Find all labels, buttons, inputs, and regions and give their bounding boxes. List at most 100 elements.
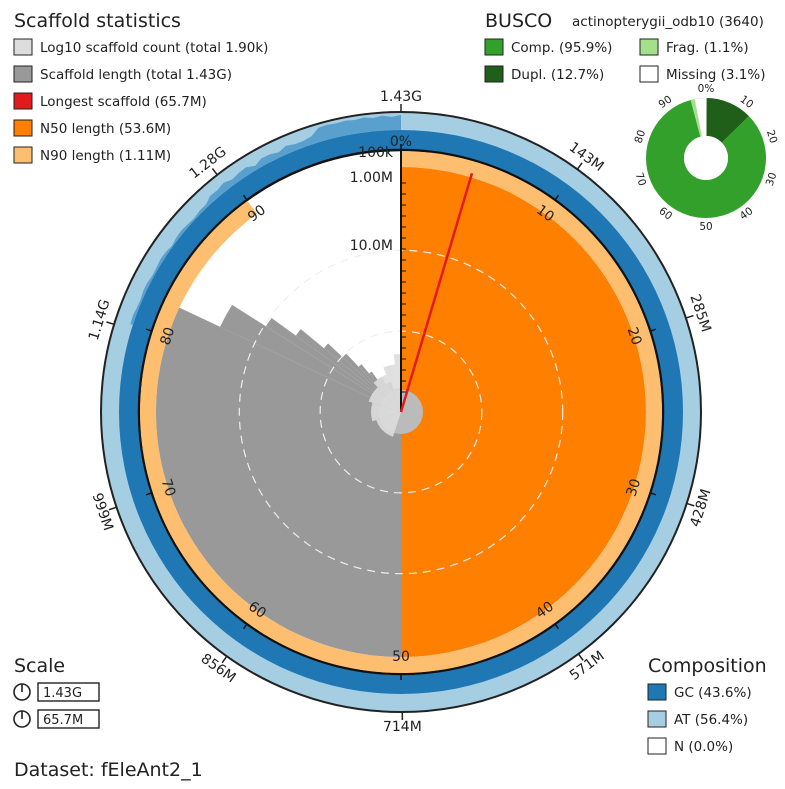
legend-swatch-length [13,65,33,83]
percent-tick-line [649,328,657,332]
composition-swatch-at [647,710,667,728]
busco-legend: BUSCO actinopterygii_odb10 (3640) Comp. … [484,10,765,83]
legend-swatch-longest [13,92,33,110]
scale-radius-icon [13,710,31,728]
percent-tick-line [649,492,657,496]
busco-tick-label: 60 [657,205,675,223]
scale-longest-label: 65.7M [43,713,83,728]
busco-swatch-frag [639,38,659,56]
composition-gc-label: GC (43.6%) [674,685,752,701]
outer-tick-label: 714M [383,719,422,735]
outer-tick-label: 1.43G [380,89,422,105]
legend-length-label: Scaffold length (total 1.43G) [40,67,232,83]
outer-tick-label: 428M [687,487,714,529]
log-count-step [393,354,401,412]
outer-tick-line [211,168,218,176]
busco-tick-label: 90 [657,93,675,111]
busco-missing-label: Missing (3.1%) [666,67,765,83]
log-count-step [373,374,401,412]
busco-tick-label: 50 [699,221,712,233]
outer-tick-label: 999M [89,491,116,533]
legend-swatch-n50 [13,119,33,137]
longest-scaffold-line [399,172,474,413]
outer-tick-line [686,502,695,507]
percent-tick-label: 50 [392,649,410,665]
scale-box-longest [37,709,100,729]
percent-tick-label: 20 [624,325,645,347]
busco-title: BUSCO [485,10,552,32]
composition-swatch-gc [647,683,667,701]
percent-tick-line [145,328,153,332]
busco-pie-hole [684,136,728,180]
composition-at-label: AT (56.4%) [674,712,748,728]
legend-swatch-n90 [13,146,33,164]
log-count-step [376,412,401,437]
scale-circle-icon [13,683,31,701]
outer-tick-line [221,655,228,664]
busco-tick-label: 0% [698,83,715,95]
percent-tick-line [242,194,248,201]
radial-length-label: 100k [358,145,394,161]
outer-tick-line [685,314,694,319]
outer-tick-line [576,162,583,170]
scale-box-total [37,682,100,702]
percent-tick-line [554,194,560,201]
scaffold-length-step [220,304,401,412]
n50-sector [401,167,646,657]
scale-legend: Scale 1.43G 65.7M [13,655,100,729]
percent-tick-label: 30 [624,477,645,499]
outer-tick-line [106,321,115,326]
busco-tick-label: 80 [633,128,649,144]
scale-title: Scale [14,655,65,677]
percent-tick-label: 70 [158,477,179,499]
busco-slice-frag [690,99,702,137]
busco-tick-label: 30 [764,171,780,187]
scaffold-length-sector [156,307,401,657]
busco-swatch-missing [639,65,659,83]
percent-tick-line [242,623,248,630]
log-count-step [368,387,401,412]
percent-tick-line [554,623,560,630]
snail-chart [100,111,702,713]
dataset-label: Dataset: fEleAnt2_1 [14,759,203,781]
percent-tick-label: 0% [390,134,412,150]
legend-log10-label: Log10 scaffold count (total 1.90k) [40,40,268,56]
busco-tick-label: 40 [738,205,756,223]
scaffold-length-step [265,317,401,412]
busco-tick-label: 70 [633,171,649,187]
log-count-step [383,364,401,412]
composition-swatch-n [647,737,667,755]
busco-lineage: actinopterygii_odb10 (3640) [572,14,764,30]
outer-tick-line [108,506,117,511]
radial-length-labels: 100k 1.00M 10.0M [350,145,394,254]
legend-swatch-log10 [13,38,33,56]
composition-title: Composition [648,655,767,677]
scaffold-statistics-legend: Scaffold statistics Log10 scaffold count… [13,10,268,164]
legend-n90-label: N90 length (1.11M) [40,148,171,164]
outer-tick-line [577,653,584,661]
composition-n-label: N (0.0%) [674,739,733,755]
gc-variation-area [130,114,401,325]
outer-tick-label: 1.14G [86,298,114,343]
legend-n50-label: N50 length (53.6M) [40,121,171,137]
busco-tick-label: 20 [764,128,780,144]
busco-comp-label: Comp. (95.9%) [511,40,612,56]
outer-tick-label: 285M [686,292,713,334]
busco-swatch-dupl [484,65,504,83]
busco-dupl-label: Dupl. (12.7%) [511,67,604,83]
log-count-step [371,402,401,422]
busco-pie-chart: 0% 10 20 30 40 50 60 70 80 90 [633,83,780,233]
busco-slice-dupl [706,98,749,143]
radial-length-label: 10.0M [350,238,393,254]
scaffold-stats-title: Scaffold statistics [14,10,181,32]
busco-slice-comp [645,99,766,219]
busco-swatch-comp [484,38,504,56]
percent-tick-line [145,492,153,496]
radial-length-label: 1.00M [350,170,393,186]
composition-legend: Composition GC (43.6%) AT (56.4%) N (0.0… [647,655,767,755]
busco-tick-label: 10 [738,93,756,111]
legend-longest-label: Longest scaffold (65.7M) [40,94,207,110]
percent-tick-label: 80 [158,325,179,347]
scale-total-label: 1.43G [43,686,82,701]
